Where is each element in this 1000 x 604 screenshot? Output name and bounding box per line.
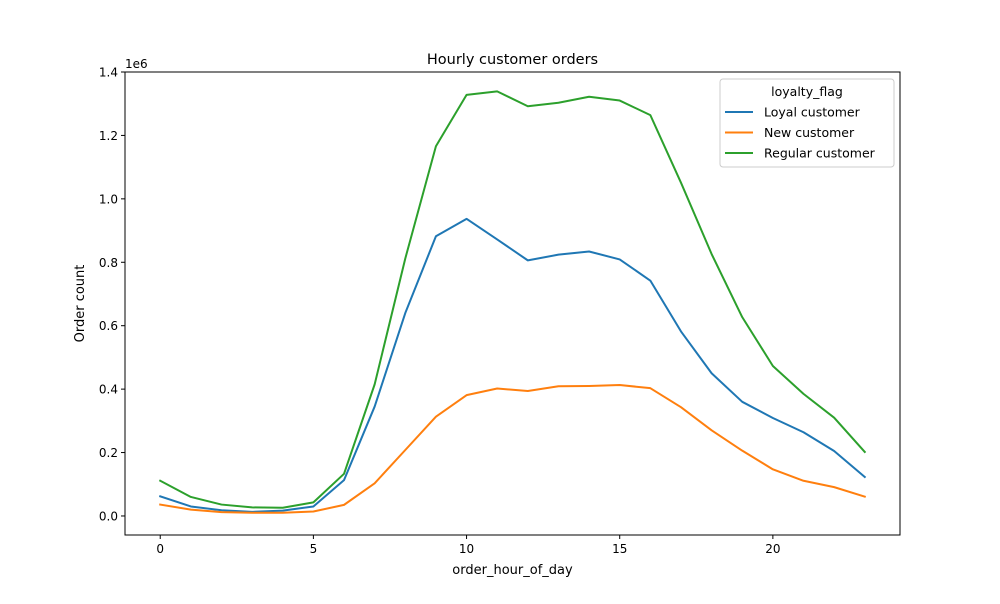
series-line-regular-customer [158,90,867,509]
x-tick-label: 5 [310,542,318,556]
x-tick-label: 0 [156,542,164,556]
legend-box [719,78,895,168]
legend: loyalty_flag Loyal customer New customer R… [719,78,895,168]
y-tick-label: 1.2 [99,129,118,143]
x-tick-label: 15 [612,542,627,556]
y-tick-label: 1.0 [99,192,118,206]
x-tick-label: 20 [765,542,780,556]
y-tick-label: 0.0 [99,509,118,523]
axis-ticks: 0 5 10 15 20 0.0 0.2 0.4 0.6 0.8 1.0 1.2 1.4 [99,66,781,557]
chart-title: Hourly customer orders [427,52,598,68]
y-tick-label: 0.4 [99,383,118,397]
y-tick-label: 1.4 [99,66,118,80]
legend-items: Loyal customer New customer Regular custom… [725,105,876,161]
legend-title: loyalty_flag [771,84,843,99]
series-line-loyal-customer [158,217,867,513]
legend-label-loyal-customer: Loyal customer [764,105,861,120]
y-tick-label: 0.8 [99,256,118,270]
x-tick-label: 10 [459,542,474,556]
legend-label-regular-customer: Regular customer [764,146,876,161]
data-lines [158,90,867,514]
series-line-new-customer [159,384,867,514]
x-axis-label: order_hour_of_day [452,563,573,578]
y-axis-offset-label: 1e6 [125,57,148,71]
legend-label-new-customer: New customer [764,125,855,140]
y-tick-label: 0.6 [99,319,118,333]
y-axis-label: Order count [73,265,88,343]
axes-frame [124,71,901,536]
y-tick-label: 0.2 [99,446,118,460]
